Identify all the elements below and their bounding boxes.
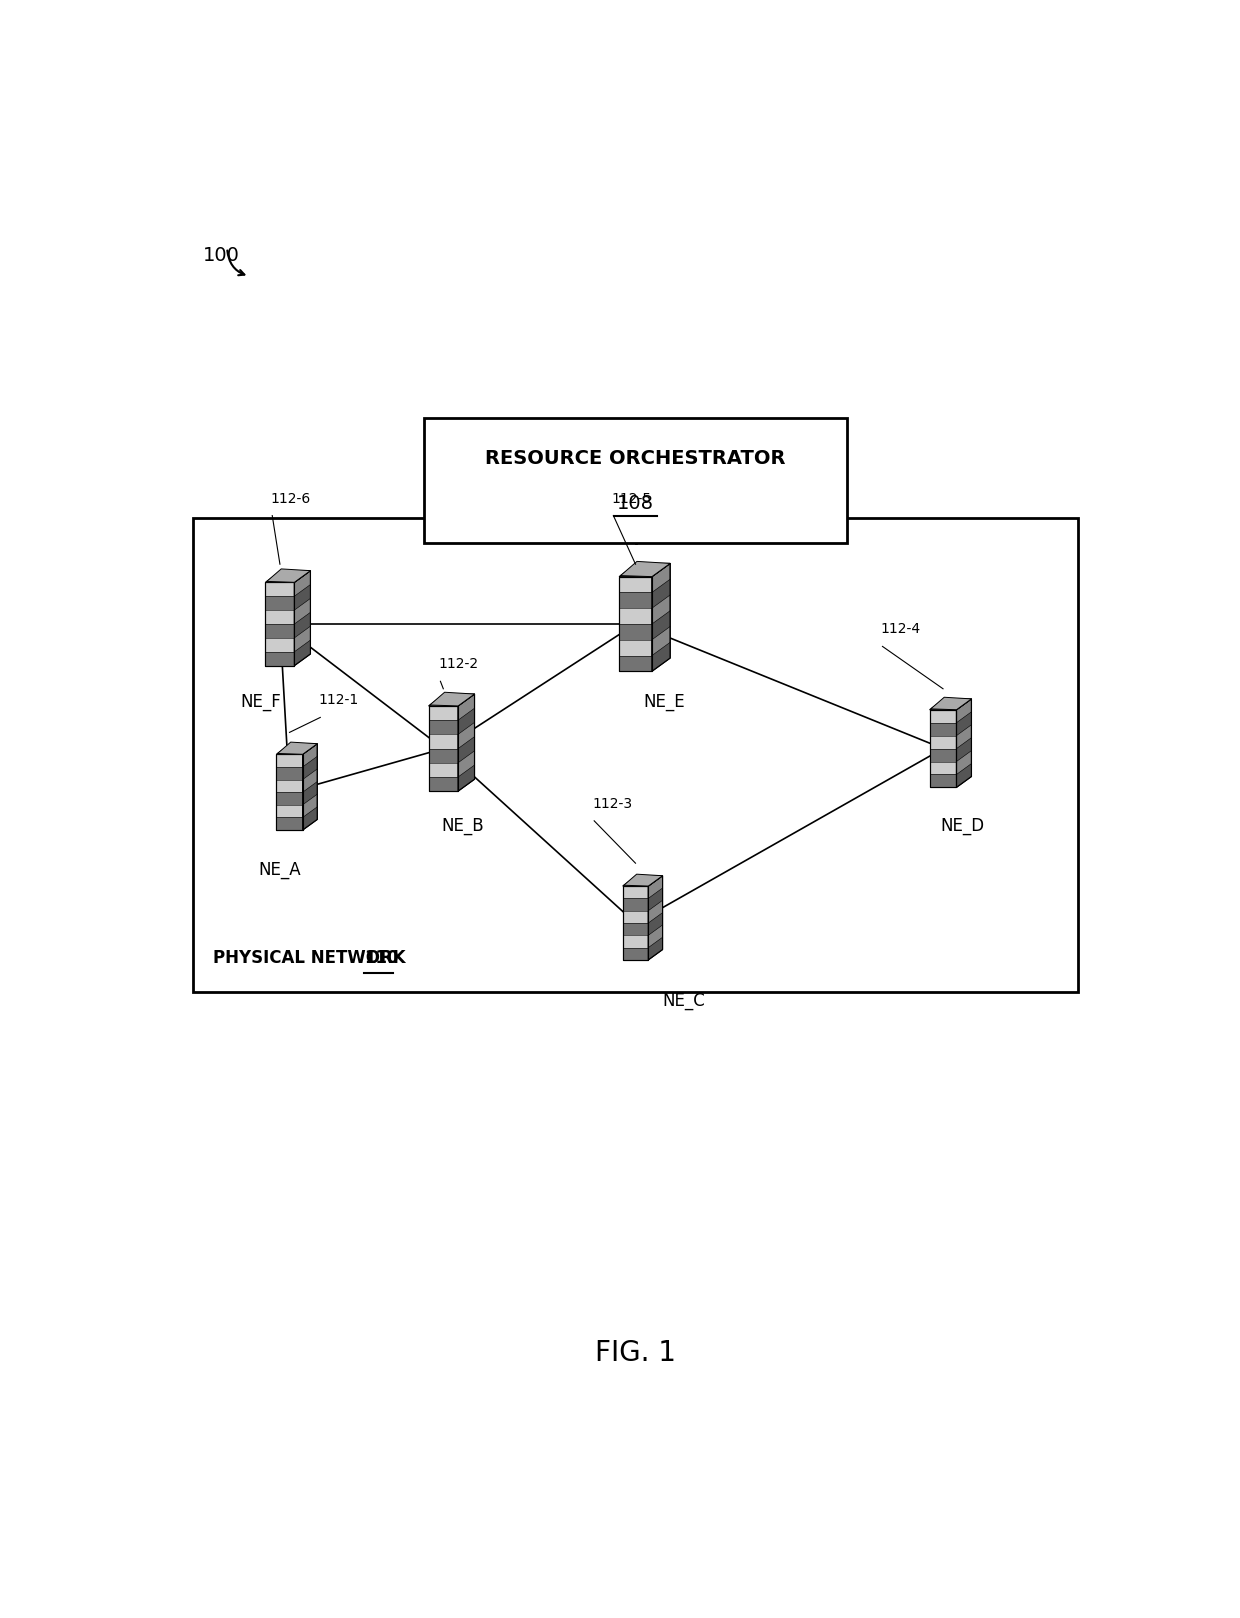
- Polygon shape: [622, 887, 649, 959]
- Polygon shape: [458, 736, 475, 762]
- Polygon shape: [429, 694, 475, 705]
- Text: 112-1: 112-1: [319, 694, 358, 707]
- Polygon shape: [303, 781, 317, 804]
- Polygon shape: [956, 699, 971, 788]
- Polygon shape: [652, 563, 670, 671]
- Polygon shape: [624, 874, 662, 887]
- Polygon shape: [652, 579, 670, 608]
- Polygon shape: [303, 807, 317, 830]
- Polygon shape: [277, 793, 303, 804]
- Text: PHYSICAL NETWORK: PHYSICAL NETWORK: [213, 948, 410, 966]
- Polygon shape: [652, 642, 670, 671]
- Text: FIG. 1: FIG. 1: [595, 1338, 676, 1367]
- Polygon shape: [619, 625, 652, 639]
- Text: NE_B: NE_B: [441, 817, 484, 835]
- Polygon shape: [303, 756, 317, 780]
- Polygon shape: [429, 720, 458, 735]
- Polygon shape: [277, 817, 303, 830]
- Polygon shape: [649, 937, 662, 959]
- Polygon shape: [303, 744, 317, 830]
- Polygon shape: [429, 705, 458, 791]
- Polygon shape: [458, 694, 475, 791]
- Polygon shape: [930, 699, 971, 710]
- Polygon shape: [622, 898, 649, 911]
- Polygon shape: [620, 561, 670, 576]
- Polygon shape: [265, 595, 294, 610]
- Polygon shape: [265, 652, 294, 665]
- Polygon shape: [294, 641, 310, 665]
- Text: 112-5: 112-5: [611, 492, 651, 506]
- Text: 110: 110: [365, 948, 399, 966]
- FancyBboxPatch shape: [193, 518, 1078, 992]
- FancyBboxPatch shape: [424, 419, 847, 544]
- Polygon shape: [930, 749, 956, 762]
- Polygon shape: [277, 744, 317, 754]
- Polygon shape: [649, 888, 662, 911]
- Text: 112-4: 112-4: [880, 623, 920, 636]
- Polygon shape: [931, 697, 971, 710]
- Polygon shape: [277, 767, 303, 780]
- Polygon shape: [622, 922, 649, 935]
- Polygon shape: [930, 775, 956, 788]
- Polygon shape: [956, 712, 971, 736]
- Polygon shape: [622, 875, 662, 887]
- Polygon shape: [277, 754, 303, 830]
- Polygon shape: [267, 570, 310, 582]
- Polygon shape: [294, 612, 310, 637]
- Polygon shape: [619, 563, 670, 576]
- Polygon shape: [930, 710, 956, 788]
- Polygon shape: [265, 571, 310, 582]
- Polygon shape: [619, 655, 652, 671]
- Text: NE_D: NE_D: [940, 817, 985, 835]
- Text: 108: 108: [618, 493, 653, 513]
- Polygon shape: [649, 913, 662, 935]
- Polygon shape: [622, 948, 649, 959]
- Polygon shape: [652, 610, 670, 639]
- Polygon shape: [956, 738, 971, 762]
- Polygon shape: [294, 584, 310, 610]
- Polygon shape: [619, 592, 652, 608]
- Polygon shape: [956, 764, 971, 788]
- Polygon shape: [458, 709, 475, 735]
- Polygon shape: [429, 777, 458, 791]
- Text: NE_A: NE_A: [259, 861, 301, 879]
- Text: 112-3: 112-3: [593, 796, 632, 811]
- Polygon shape: [430, 693, 475, 705]
- Polygon shape: [278, 743, 317, 754]
- Polygon shape: [294, 571, 310, 665]
- Polygon shape: [649, 875, 662, 959]
- Polygon shape: [458, 765, 475, 791]
- Polygon shape: [265, 625, 294, 637]
- Polygon shape: [265, 582, 294, 665]
- Text: NE_E: NE_E: [644, 693, 686, 710]
- Text: 112-2: 112-2: [439, 657, 479, 671]
- Text: RESOURCE ORCHESTRATOR: RESOURCE ORCHESTRATOR: [485, 448, 786, 468]
- Polygon shape: [930, 723, 956, 736]
- Text: NE_F: NE_F: [241, 693, 281, 710]
- Polygon shape: [429, 749, 458, 762]
- Text: 112-6: 112-6: [270, 492, 310, 506]
- Text: 100: 100: [203, 246, 239, 265]
- Text: NE_C: NE_C: [662, 992, 704, 1010]
- Polygon shape: [619, 576, 652, 671]
